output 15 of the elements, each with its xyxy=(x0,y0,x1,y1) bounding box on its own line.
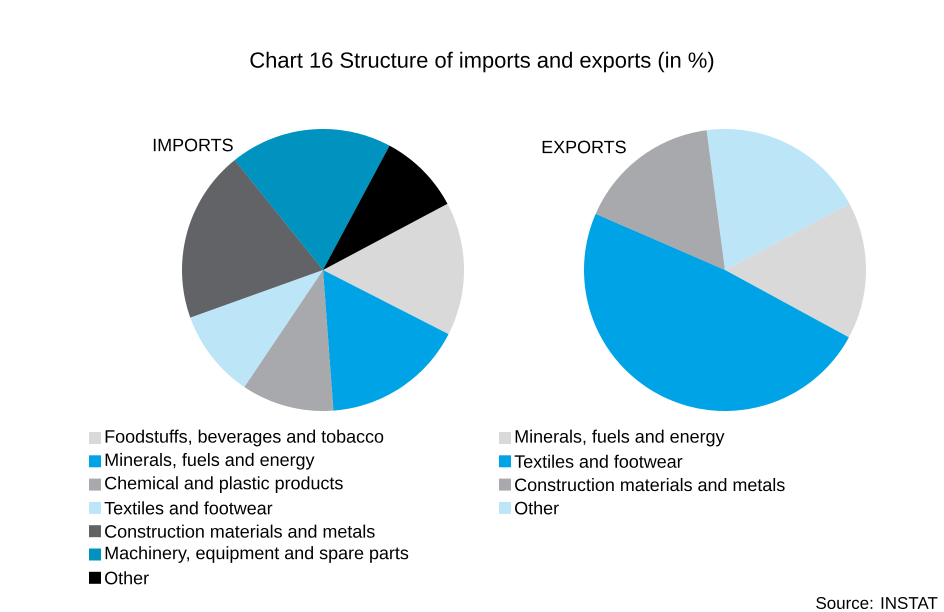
source-note: Source: INSTAT xyxy=(816,597,938,609)
legend-label: Construction materials and metals xyxy=(105,524,375,538)
chart-subtitle: IMPORTS xyxy=(154,138,233,152)
legend-label: Machinery, equipment and spare parts xyxy=(106,546,408,563)
legend-label: Chemical and plastic products xyxy=(105,476,343,493)
text: EXPORTS xyxy=(542,140,626,154)
legend-label: Construction materials and metals xyxy=(515,478,785,492)
legend-label: Textiles and footwear xyxy=(514,454,682,468)
legend-label: Foodstuffs, beverages and tobacco xyxy=(106,430,384,446)
legend-label: Other xyxy=(105,571,149,584)
legend-label: Minerals, fuels and energy xyxy=(516,430,724,446)
legend-label: Textiles and footwear xyxy=(104,501,272,514)
chart-title: Chart 16 Structure of imports and exports (in %) xyxy=(250,52,714,72)
legend-label: Other xyxy=(515,501,559,514)
legend-label: Minerals, fuels and energy xyxy=(106,452,314,470)
